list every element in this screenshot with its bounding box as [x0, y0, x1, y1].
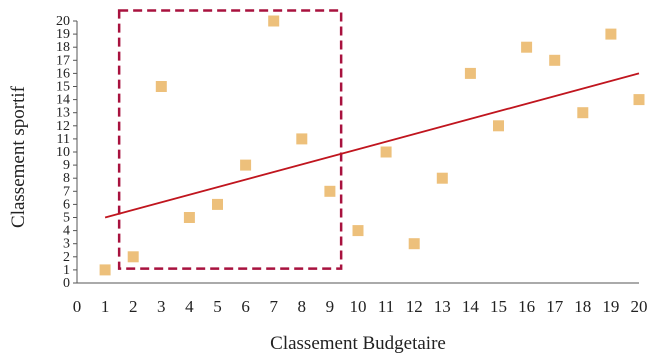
x-tick-label: 9 [326, 297, 335, 316]
x-tick-label: 1 [101, 297, 110, 316]
x-tick-label: 17 [546, 297, 564, 316]
y-tick-label: 13 [56, 106, 70, 121]
y-axis-title: Classement sportif [8, 85, 29, 228]
trendline [104, 72, 640, 219]
x-tick-label: 10 [350, 297, 367, 316]
data-point [212, 198, 223, 210]
y-tick-label: 2 [63, 250, 70, 265]
y-tick-label: 9 [63, 158, 70, 173]
data-point [605, 28, 617, 40]
data-point [183, 212, 195, 223]
data-point [464, 67, 476, 79]
y-tick-label: 16 [56, 66, 70, 81]
axes [73, 20, 639, 284]
x-tick-label: 14 [462, 297, 480, 316]
x-tick-label: 12 [406, 297, 423, 316]
x-tick-label: 2 [129, 297, 138, 316]
x-tick-label: 19 [602, 297, 619, 316]
x-tick-label: 18 [574, 297, 591, 316]
x-tick-label: 0 [73, 297, 82, 316]
x-tick-label: 7 [269, 297, 278, 316]
y-tick-label: 18 [56, 40, 70, 55]
highlight-box [117, 9, 343, 270]
y-tick-label: 17 [56, 53, 70, 68]
highlight-box-layer [117, 9, 343, 270]
x-tick-label: 5 [213, 297, 222, 316]
data-point [577, 107, 589, 119]
y-tick-label: 10 [56, 145, 70, 160]
data-point [324, 185, 336, 197]
x-tick-label: 6 [241, 297, 250, 316]
y-tick-label: 5 [63, 211, 70, 226]
x-tick-label: 16 [518, 297, 535, 316]
data-points [99, 15, 645, 276]
data-point [99, 264, 111, 276]
data-point [296, 133, 308, 145]
data-point [240, 159, 252, 171]
y-tick-label: 6 [63, 197, 70, 212]
trendline-layer [104, 72, 640, 219]
data-point [521, 41, 533, 53]
data-point [549, 54, 561, 66]
y-tick-label: 15 [56, 80, 70, 95]
x-tick-label: 20 [631, 297, 648, 316]
y-tick-label: 7 [63, 184, 70, 199]
x-tick-label: 4 [185, 297, 194, 316]
data-point [155, 81, 167, 92]
y-tick-label: 8 [63, 171, 70, 186]
x-tick-label: 13 [434, 297, 451, 316]
data-point [268, 15, 280, 27]
y-tick-label: 3 [63, 237, 70, 252]
data-point [380, 146, 392, 158]
y-tick-label: 4 [63, 224, 70, 239]
x-tick-labels: 0 1 2 3 4 5 6 7 8 9 10 11 12 13 14 15 16 17 18 19 20 [73, 297, 648, 316]
x-tick-label: 11 [378, 297, 394, 316]
y-tick-label: 1 [63, 263, 70, 278]
data-point [127, 251, 139, 263]
data-point [436, 172, 448, 184]
y-tick-label: 20 [56, 14, 70, 29]
y-tick-label: 14 [56, 93, 70, 108]
x-tick-label: 8 [298, 297, 307, 316]
y-tick-label: 19 [56, 27, 70, 42]
data-point [408, 238, 420, 250]
y-tick-label: 12 [56, 119, 70, 134]
x-tick-label: 15 [490, 297, 507, 316]
data-point [633, 94, 645, 106]
data-point [352, 225, 364, 237]
y-tick-label: 0 [63, 276, 70, 291]
y-tick-label: 11 [57, 132, 70, 147]
x-axis-title: Classement Budgetaire [270, 333, 446, 354]
data-point [493, 120, 504, 132]
x-tick-label: 3 [157, 297, 166, 316]
